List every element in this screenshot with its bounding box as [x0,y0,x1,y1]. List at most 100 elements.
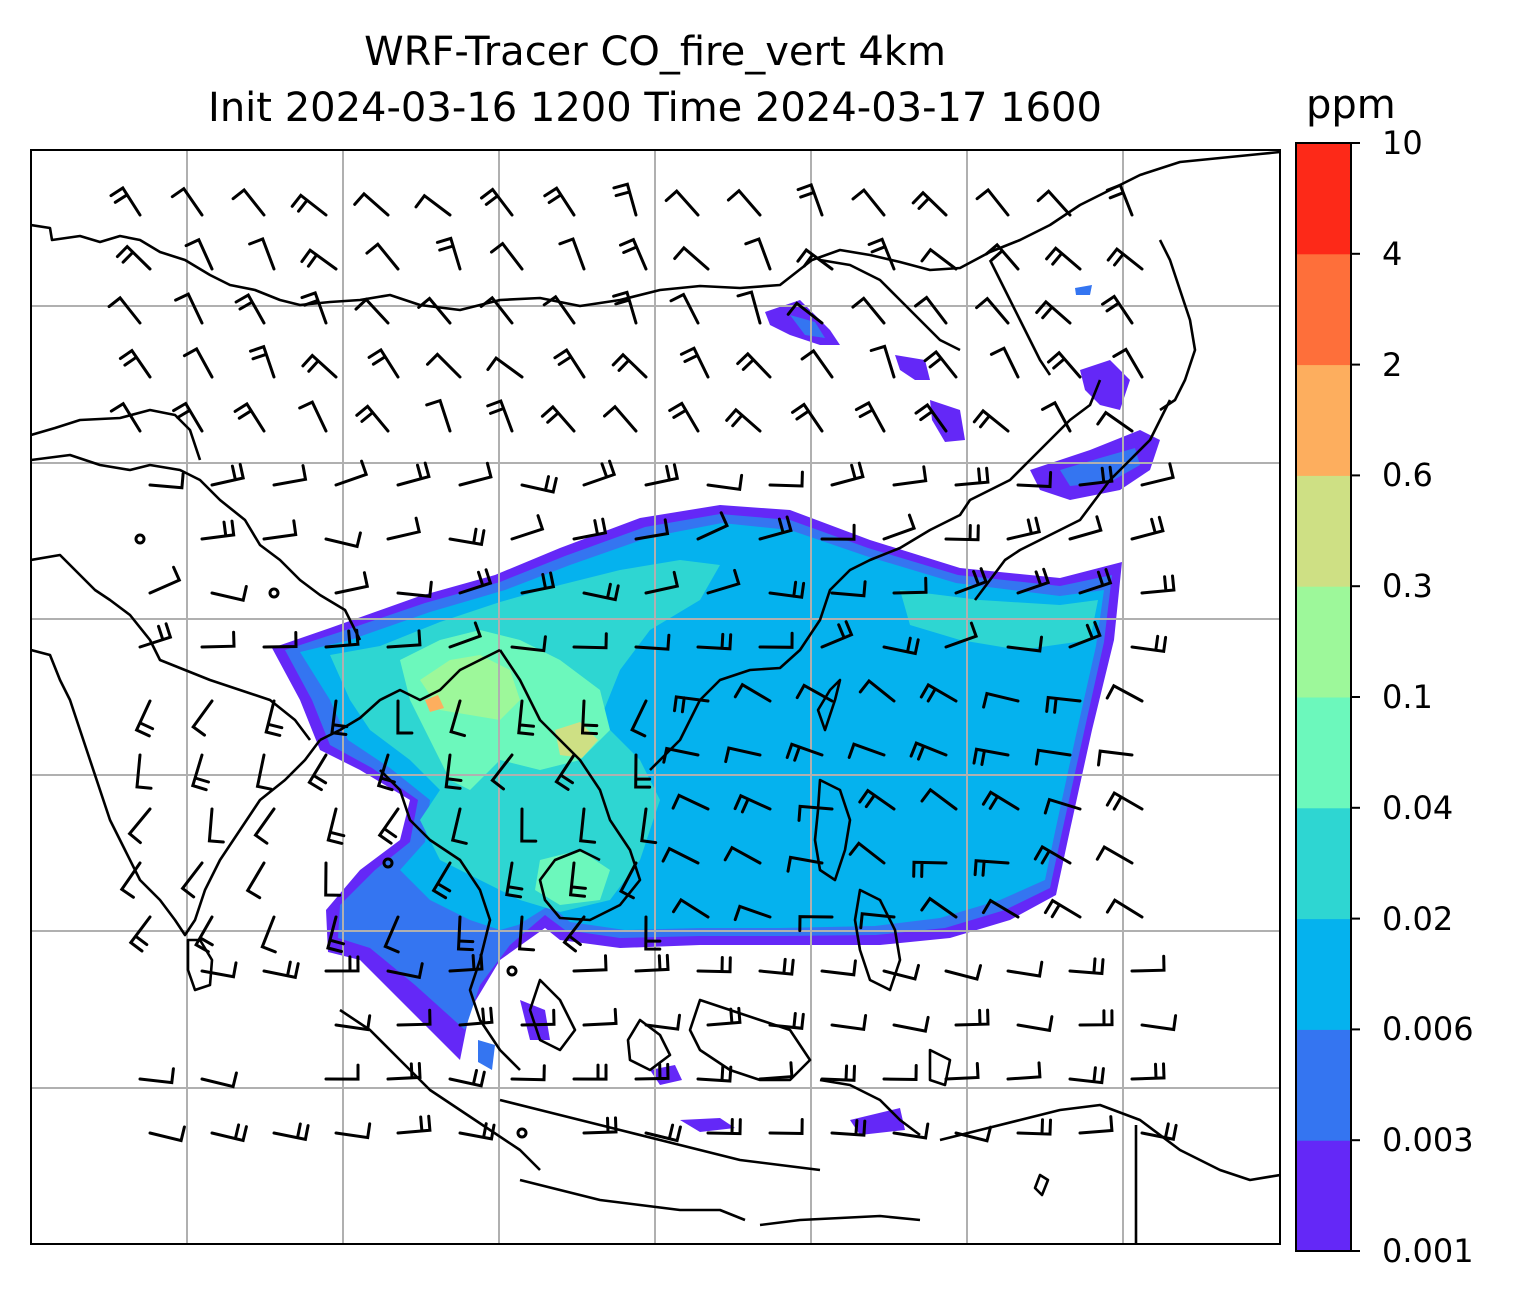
colorbar-tick-label: 0.04 [1382,788,1454,827]
colorbar-tick-label: 0.6 [1382,456,1433,495]
wind-barb [634,518,670,541]
wind-barb [696,632,733,651]
wind-barb [365,242,400,271]
wind-barb [640,807,658,845]
wind-barb [396,461,431,487]
wind-barb [1033,844,1072,865]
wind-barb [909,741,948,761]
wind-barb [444,753,463,790]
wind-barb [989,346,1020,379]
wind-barb [135,753,153,790]
wind-barb [706,568,741,595]
wind-barb [744,237,772,271]
wind-barb [830,1014,868,1031]
wind-barb [579,807,597,844]
wind-barb [1047,350,1082,379]
wind-barb [768,470,804,488]
wind-barb [972,408,1010,433]
wind-barb [520,475,558,494]
wind-barb [673,695,710,714]
wind-barb [820,523,856,541]
wind-barb [1016,471,1053,489]
wind-barb [919,682,958,703]
wind-barb [733,904,772,922]
wind-barb [758,515,793,541]
wind-barb [486,355,524,379]
wind-barb [109,401,142,433]
wind-barb [194,915,214,954]
colorbar-unit: ppm [1306,82,1396,128]
wind-barb [696,511,729,541]
wind-barb [510,635,547,653]
wind-barb [982,691,1020,709]
colorbar-segment [1296,143,1351,255]
wind-barb [954,1008,990,1027]
colorbar-segment [1296,364,1351,476]
wind-barb [510,1064,546,1082]
wind-barb [262,519,298,541]
wind-barb [479,295,514,325]
wind-barb [355,404,390,433]
wind-barb [119,861,142,899]
wind-barb [272,1122,310,1142]
wind-barb [448,953,484,973]
wind-barb [800,348,834,379]
wind-barb [725,407,762,433]
wind-barb [520,1008,556,1027]
wind-barb [644,1013,681,1031]
wind-barb [603,404,638,433]
colorbar-segment [1296,586,1351,698]
tracer-patch-ne-3-inner [790,315,825,338]
wind-barb [249,344,276,379]
wind-barb [210,462,245,487]
wind-barb [634,753,652,789]
wind-barb [134,699,155,738]
wind-barb [1105,898,1144,919]
wind-barb [182,346,214,379]
wind-barb [1036,189,1072,217]
wind-barb [1068,515,1103,541]
wind-barb [480,187,514,217]
wind-barb [736,351,772,379]
wind-barb [923,349,958,379]
wind-barb [510,514,545,541]
wind-barb [664,188,700,217]
colorbar-segment [1296,475,1351,587]
wind-barb [558,237,586,271]
wind-barbs [107,182,1178,1143]
wind-barb [200,961,238,979]
wind-barb [1034,748,1072,766]
wind-calm-marker [134,533,146,545]
wind-barb [490,241,524,271]
wind-barb [634,953,670,973]
wind-barb [458,461,493,487]
wind-barb [505,861,524,899]
wind-barb [723,845,762,865]
wind-barb [914,402,948,433]
wind-barb [618,861,638,900]
wind-barb [307,753,328,792]
wind-barb [706,473,744,491]
wind-barb [300,248,338,271]
wind-calm-marker [516,1127,528,1139]
wind-barb [1130,954,1166,973]
wind-barb [786,301,824,325]
wind-barb [882,1064,918,1082]
tracer-patch-ne-4 [895,355,930,380]
wind-barb [796,182,824,217]
wind-barb [758,1061,794,1081]
wind-barb [255,753,273,791]
wind-barb [262,960,300,980]
wind-barb [954,567,988,595]
wind-barb [138,1067,175,1085]
colorbar-segment [1296,918,1351,1030]
wind-barb [1068,620,1102,649]
wind-barb [612,182,638,217]
wind-barb [262,631,298,649]
wind-barb [758,631,794,649]
wind-barb [848,841,886,865]
wind-barb [1006,1061,1042,1081]
wind-barb [820,1064,856,1082]
wind-barb [975,296,1010,325]
